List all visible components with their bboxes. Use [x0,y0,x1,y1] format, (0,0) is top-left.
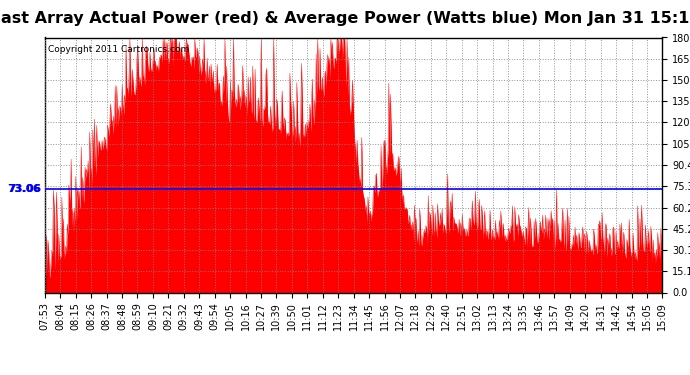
Text: 73.06: 73.06 [7,184,40,194]
Text: 73.06: 73.06 [9,184,42,194]
Text: Copyright 2011 Cartronics.com: Copyright 2011 Cartronics.com [48,45,189,54]
Text: East Array Actual Power (red) & Average Power (Watts blue) Mon Jan 31 15:14: East Array Actual Power (red) & Average … [0,11,690,26]
